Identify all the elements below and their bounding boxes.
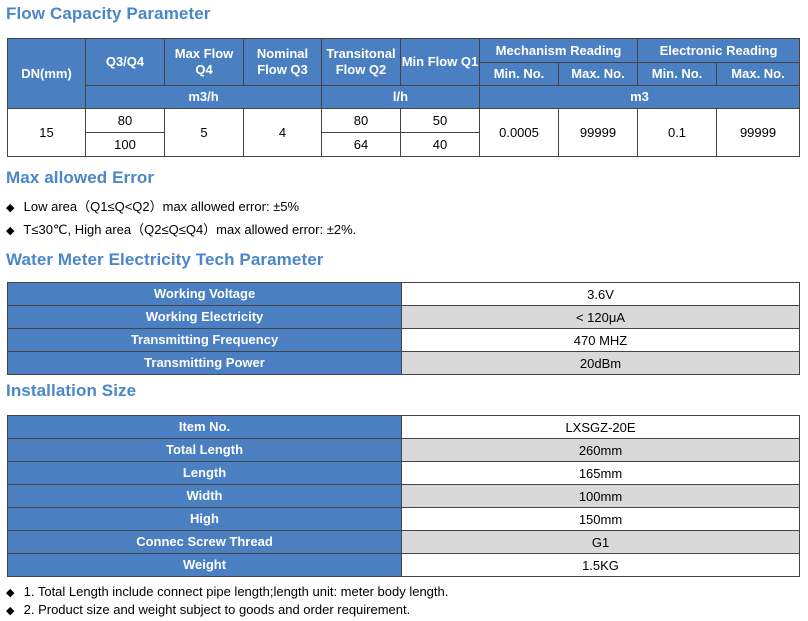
note-line-2: ◆ 2. Product size and weight subject to … [6,602,410,617]
label-length: Length [7,461,402,485]
header-nominal-flow: Nominal Flow Q3 [243,38,322,86]
label-width: Width [7,484,402,508]
value-high: 150mm [401,507,800,531]
header-unit-lh: l/h [321,85,480,109]
label-high: High [7,507,402,531]
max-error-title: Max allowed Error [6,168,155,187]
value-transmitting-power: 20dBm [401,351,800,375]
cell-dn: 15 [7,108,86,157]
installation-table: Item No. LXSGZ-20E Total Length 260mm Le… [7,415,800,577]
cell-q3q4-1: 80 [85,108,165,133]
header-q3q4: Q3/Q4 [85,38,165,86]
note-text-1: 1. Total Length include connect pipe len… [23,584,449,599]
flow-capacity-title: Flow Capacity Parameter [6,4,211,23]
diamond-bullet-icon: ◆ [6,587,15,599]
value-total-length: 260mm [401,438,800,462]
value-working-electricity: < 120μA [401,305,800,329]
diamond-bullet-icon: ◆ [6,225,15,237]
cell-q2-2: 64 [321,132,401,157]
label-item-no: Item No. [7,415,402,439]
header-mech-max: Max. No. [557,62,639,86]
header-mechanism-reading: Mechanism Reading [478,38,639,63]
header-transitional-flow: Transitonal Flow Q2 [321,38,401,86]
value-working-voltage: 3.6V [401,282,800,306]
cell-q4: 5 [164,108,244,157]
header-dn: DN(mm) [7,38,86,109]
diamond-bullet-icon: ◆ [6,202,15,214]
value-weight: 1.5KG [401,553,800,577]
value-transmitting-frequency: 470 MHZ [401,328,800,352]
header-electronic-reading: Electronic Reading [637,38,801,63]
label-transmitting-power: Transmitting Power [7,351,402,375]
cell-q1-1: 50 [400,108,480,133]
installation-title: Installation Size [6,381,137,400]
cell-q3q4-2: 100 [85,132,165,157]
cell-mech-max: 99999 [557,108,639,157]
value-screw-thread: G1 [401,530,800,554]
label-working-voltage: Working Voltage [7,282,402,306]
cell-q1-2: 40 [400,132,480,157]
error-line-high: ◆ T≤30℃, High area（Q2≤Q≤Q4）max allowed e… [6,219,356,238]
error-line-low: ◆ Low area（Q1≤Q<Q2）max allowed error: ±5… [6,196,299,215]
header-elec-max: Max. No. [716,62,801,86]
cell-q2-1: 80 [321,108,401,133]
cell-elec-max: 99999 [716,108,801,157]
value-width: 100mm [401,484,800,508]
header-elec-min: Min. No. [637,62,718,86]
label-total-length: Total Length [7,438,402,462]
label-working-electricity: Working Electricity [7,305,402,329]
label-transmitting-frequency: Transmitting Frequency [7,328,402,352]
label-screw-thread: Connec Screw Thread [7,530,402,554]
header-min-flow: Min Flow Q1 [400,38,480,86]
header-unit-m3h: m3/h [85,85,322,109]
header-max-flow: Max Flow Q4 [164,38,244,86]
electricity-table: Working Voltage 3.6V Working Electricity… [7,282,800,375]
error-text-low: Low area（Q1≤Q<Q2）max allowed error: ±5% [23,199,300,214]
cell-q3: 4 [243,108,322,157]
note-line-1: ◆ 1. Total Length include connect pipe l… [6,584,448,599]
value-item-no: LXSGZ-20E [401,415,800,439]
header-unit-m3: m3 [478,85,801,109]
flow-capacity-table: DN(mm) Q3/Q4 Max Flow Q4 Nominal Flow Q3… [7,38,801,157]
cell-elec-min: 0.1 [637,108,718,157]
value-length: 165mm [401,461,800,485]
diamond-bullet-icon: ◆ [6,605,15,617]
electricity-title: Water Meter Electricity Tech Parameter [6,250,324,269]
error-text-high: T≤30℃, High area（Q2≤Q≤Q4）max allowed err… [23,222,357,237]
note-text-2: 2. Product size and weight subject to go… [23,602,411,617]
label-weight: Weight [7,553,402,577]
header-mech-min: Min. No. [479,62,559,86]
cell-mech-min: 0.0005 [479,108,559,157]
